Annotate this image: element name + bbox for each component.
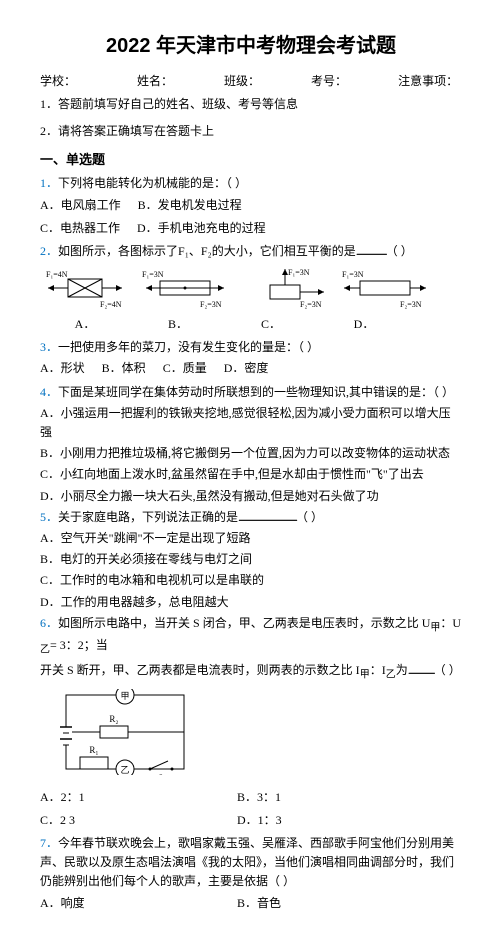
- svg-text:F₁=4N: F₁=4N: [46, 270, 68, 279]
- q6-paren: （ ）: [434, 663, 461, 677]
- q6-sub2: 乙: [40, 645, 50, 656]
- q6-choice-c: C．2 3: [40, 811, 220, 830]
- q1-choice-d: D．手机电池充电的过程: [137, 219, 266, 238]
- q2-num: 2．: [40, 244, 58, 258]
- q7-choice-a: A．响度: [40, 894, 220, 913]
- q6-choice-b: B．3：1: [237, 788, 281, 807]
- svg-text:F₁=3N: F₁=3N: [288, 268, 310, 277]
- svg-text:F₂=3N: F₂=3N: [300, 300, 322, 309]
- q3: 3．一把使用多年的菜刀，没有发生变化的量是：（ ）: [40, 338, 462, 357]
- q1: 1．下列将电能转化为机械能的是：（ ）: [40, 174, 462, 193]
- svg-text:甲: 甲: [120, 691, 129, 701]
- q2-diagram-d: F₁=3N F₂=3N: [340, 267, 430, 309]
- q5-paren: （ ）: [296, 510, 323, 524]
- q1-choice-a: A．电风扇工作: [40, 196, 121, 215]
- q6-t2: ：U: [440, 616, 461, 630]
- q3-choice-d: D．密度: [224, 359, 269, 378]
- svg-text:F₂=3N: F₂=3N: [200, 300, 222, 309]
- q5-num: 5．: [40, 510, 58, 524]
- svg-text:乙: 乙: [120, 765, 129, 775]
- q1-choices-row2: C．电热器工作 D．手机电池充电的过程: [40, 219, 462, 238]
- q3-choice-a: A．形状: [40, 359, 85, 378]
- q6-choice-a: A．2：1: [40, 788, 220, 807]
- q5-dots: ........................................…: [238, 510, 296, 524]
- q2-label-c: C．: [226, 315, 316, 334]
- q4-num: 4．: [40, 385, 58, 399]
- q2-labels: A． B． C． D．: [40, 315, 462, 334]
- svg-text:F₂=4N: F₂=4N: [100, 300, 122, 309]
- q5-choice-a: A．空气开关"跳闸"不一定是出现了短路: [40, 529, 462, 548]
- q5-choice-c: C．工作时的电冰箱和电视机可以是串联的: [40, 571, 462, 590]
- q4-choice-a: A．小强运用一把握利的铁锹夹挖地,感觉很轻松,因为减小受力面积可以增大压强: [40, 404, 462, 442]
- q6-dots: ..........................: [408, 663, 434, 677]
- examno-label: 考号：: [311, 74, 347, 88]
- section-1-heading: 一、单选题: [40, 150, 462, 171]
- q1-text: 下列将电能转化为机械能的是：（ ）: [58, 176, 247, 190]
- q2: 2．如图所示，各图标示了F₁、F₂的大小，它们相互平衡的是...........…: [40, 242, 462, 261]
- q3-num: 3．: [40, 340, 58, 354]
- q5: 5．关于家庭电路，下列说法正确的是.......................…: [40, 508, 462, 527]
- school-label: 学校：: [40, 74, 76, 88]
- q7-num: 7．: [40, 836, 58, 850]
- note-2: 2．请将答案正确填写在答题卡上: [40, 122, 462, 141]
- svg-text:F₂=3N: F₂=3N: [400, 300, 422, 309]
- page-title: 2022 年天津市中考物理会考试题: [40, 30, 462, 62]
- q6-choice-d: D．1：3: [237, 811, 282, 830]
- q2-paren: （ ）: [386, 244, 413, 258]
- svg-text:F₁=3N: F₁=3N: [342, 270, 364, 279]
- q2-diagram-a: F₁=4N F₂=4N: [40, 267, 130, 309]
- q6-num: 6．: [40, 616, 58, 630]
- q4-choice-d: D．小丽尽全力搬一块大石头,虽然没有搬动,但是她对石头做了功: [40, 487, 462, 506]
- q2-label-a: A．: [40, 315, 130, 334]
- q4: 4．下面是某班同学在集体劳动时所联想到的一些物理知识,其中错误的是：（ ）: [40, 383, 462, 402]
- q6-sub1: 甲: [430, 622, 440, 633]
- q2-label-b: B．: [133, 315, 223, 334]
- q6-t6: 为: [396, 663, 408, 677]
- note-1: 1．答题前填写好自己的姓名、班级、考号等信息: [40, 95, 462, 114]
- q6-line1: 6．如图所示电路中，当开关 S 闭合，甲、乙两表是电压表时，示数之比 U甲：U 乙…: [40, 614, 462, 659]
- q6-t4: 开关 S 断开，甲、乙两表都是电流表时，则两表的示数之比 I: [40, 663, 360, 677]
- q2-text: 如图所示，各图标示了F₁、F₂的大小，它们相互平衡的是: [58, 244, 356, 258]
- q5-choice-d: D．工作的用电器越多，总电阻越大: [40, 593, 462, 612]
- q1-num: 1．: [40, 176, 58, 190]
- q7-choices: A．响度 B．音色: [40, 894, 462, 913]
- q6-t1: 如图所示电路中，当开关 S 闭合，甲、乙两表是电压表时，示数之比 U: [58, 616, 430, 630]
- q3-text: 一把使用多年的菜刀，没有发生变化的量是：（ ）: [58, 340, 319, 354]
- q3-choice-c: C．质量: [163, 359, 207, 378]
- svg-text:R₂: R₂: [109, 714, 118, 724]
- svg-text:S: S: [158, 773, 163, 775]
- q6-line2: 开关 S 断开，甲、乙两表都是电流表时，则两表的示数之比 I甲：I乙为.....…: [40, 661, 462, 683]
- q3-choices: A．形状 B．体积 C．质量 D．密度: [40, 359, 462, 378]
- q1-choice-c: C．电热器工作: [40, 219, 120, 238]
- class-label: 班级：: [224, 74, 260, 88]
- q6-choices-row1: A．2：1 B．3：1: [40, 788, 462, 807]
- q5-choice-b: B．电灯的开关必须接在零线与电灯之间: [40, 550, 462, 569]
- q2-diagrams: F₁=4N F₂=4N F₁=3N F₂=3N F₁=3N F₂=3N F₁=3…: [40, 267, 462, 309]
- q7-choice-b: B．音色: [237, 894, 281, 913]
- q5-text: 关于家庭电路，下列说法正确的是: [58, 510, 238, 524]
- q6-t5: ：I: [370, 663, 386, 677]
- q6-t3: = 3：2；当: [50, 638, 108, 652]
- q6-sub3: 甲: [360, 669, 370, 680]
- q2-label-d: D．: [319, 315, 409, 334]
- q3-choice-b: B．体积: [102, 359, 146, 378]
- notice-label: 注意事项：: [398, 74, 458, 88]
- q1-choice-b: B．发电机发电过程: [138, 196, 242, 215]
- q6-circuit: 甲 R₁ 乙 S R₂: [60, 689, 462, 782]
- info-row: 学校： 姓名： 班级： 考号： 注意事项：: [40, 72, 462, 91]
- svg-text:F₁=3N: F₁=3N: [142, 270, 164, 279]
- name-label: 姓名：: [137, 74, 173, 88]
- svg-text:R₁: R₁: [89, 745, 98, 755]
- q2-diagram-b: F₁=3N F₂=3N: [140, 267, 230, 309]
- q7-text: 今年春节联欢晚会上，歌唱家戴玉强、吴雁泽、西部歌手阿宝他们分别用美声、民歌以及原…: [40, 836, 454, 888]
- q6-choices-row2: C．2 3 D．1：3: [40, 811, 462, 830]
- q4-choice-c: C．小红向地面上泼水时,盆虽然留在手中,但是水却由于惯性而"飞"了出去: [40, 465, 462, 484]
- q4-choice-b: B．小刚用力把推垃圾桶,将它搬倒另一个位置,因为力可以改变物体的运动状态: [40, 444, 462, 463]
- q7: 7．今年春节联欢晚会上，歌唱家戴玉强、吴雁泽、西部歌手阿宝他们分别用美声、民歌以…: [40, 834, 462, 892]
- q6-sub4: 乙: [386, 669, 396, 680]
- q2-diagram-c: F₁=3N F₂=3N: [240, 267, 330, 309]
- q1-choices-row1: A．电风扇工作 B．发电机发电过程: [40, 196, 462, 215]
- q4-text: 下面是某班同学在集体劳动时所联想到的一些物理知识,其中错误的是：（ ）: [58, 385, 454, 399]
- q2-dots: ..............................: [356, 244, 386, 258]
